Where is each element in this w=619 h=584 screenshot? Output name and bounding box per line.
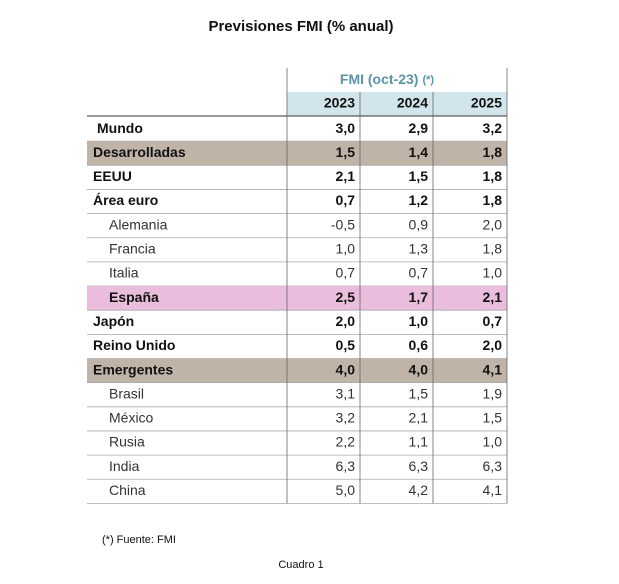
cell-value: 3,1 bbox=[336, 385, 356, 401]
row-label: India bbox=[109, 458, 140, 474]
cell-value: 1,2 bbox=[409, 192, 429, 208]
cell-value: 6,3 bbox=[409, 458, 429, 474]
row-label: Brasil bbox=[109, 385, 144, 401]
cell-value: 0,5 bbox=[336, 337, 356, 353]
cell-value: 1,0 bbox=[409, 313, 429, 329]
cell-value: 4,0 bbox=[336, 361, 356, 377]
cell-value: 2,0 bbox=[483, 216, 503, 232]
row-label: Reino Unido bbox=[93, 337, 175, 353]
row-label: Área euro bbox=[93, 192, 158, 208]
cell-value: 1,8 bbox=[483, 168, 503, 184]
cell-value: 1,8 bbox=[483, 144, 503, 160]
row-label: Rusia bbox=[109, 434, 145, 450]
cell-value: 0,7 bbox=[483, 313, 503, 329]
cell-value: 1,5 bbox=[409, 168, 429, 184]
cell-value: 6,3 bbox=[483, 458, 503, 474]
row-label: China bbox=[109, 482, 146, 498]
cell-value: 1,3 bbox=[409, 241, 429, 257]
cell-value: 3,2 bbox=[483, 120, 503, 136]
cell-value: 2,0 bbox=[483, 337, 503, 353]
column-header: 2024 bbox=[397, 95, 428, 111]
cell-value: 0,6 bbox=[409, 337, 429, 353]
column-header: 2025 bbox=[471, 95, 502, 111]
cell-value: 3,0 bbox=[336, 120, 356, 136]
cell-value: 0,7 bbox=[336, 192, 356, 208]
table-body: 2023 2024 2025 Mundo 3,0 2,9 3,2 Desarrolladas 1… bbox=[93, 95, 502, 498]
cell-value: 4,1 bbox=[483, 361, 503, 377]
cell-value: 2,1 bbox=[483, 289, 503, 305]
cell-value: 3,2 bbox=[336, 410, 356, 426]
caption: Cuadro 1 bbox=[278, 559, 323, 571]
cell-value: 1,5 bbox=[336, 144, 356, 160]
cell-value: 0,7 bbox=[409, 265, 429, 281]
group-note: (*) bbox=[422, 74, 434, 86]
group-header: FMI (oct-23) (*) bbox=[340, 71, 435, 87]
row-label: Japón bbox=[93, 313, 134, 329]
cell-value: 1,0 bbox=[483, 265, 503, 281]
cell-value: 1,4 bbox=[409, 144, 429, 160]
row-label: EEUU bbox=[93, 168, 132, 184]
column-header: 2023 bbox=[324, 95, 355, 111]
cell-value: 2,0 bbox=[336, 313, 356, 329]
cell-value: 0,7 bbox=[336, 265, 356, 281]
cell-value: 2,9 bbox=[409, 120, 429, 136]
cell-value: 0,9 bbox=[409, 216, 429, 232]
row-highlight bbox=[87, 286, 507, 311]
year-header-bg bbox=[287, 92, 507, 116]
cell-value: 1,0 bbox=[483, 434, 503, 450]
row-highlight bbox=[87, 358, 507, 383]
row-label: Desarrolladas bbox=[93, 144, 186, 160]
cell-value: 2,1 bbox=[336, 168, 356, 184]
cell-value: 4,0 bbox=[409, 361, 429, 377]
row-label: España bbox=[109, 289, 159, 305]
row-label: Francia bbox=[109, 241, 156, 257]
cell-value: 2,5 bbox=[336, 289, 356, 305]
cell-value: 1,8 bbox=[483, 241, 503, 257]
cell-value: 1,0 bbox=[336, 241, 356, 257]
cell-value: -0,5 bbox=[331, 216, 355, 232]
cell-value: 1,5 bbox=[483, 410, 503, 426]
cell-value: 6,3 bbox=[336, 458, 356, 474]
row-highlight bbox=[87, 141, 507, 166]
title: Previsiones FMI (% anual) bbox=[208, 18, 393, 35]
cell-value: 4,2 bbox=[409, 482, 429, 498]
cell-value: 2,2 bbox=[336, 434, 356, 450]
row-label: Emergentes bbox=[93, 361, 173, 377]
row-label: Alemania bbox=[109, 216, 168, 232]
cell-value: 4,1 bbox=[483, 482, 503, 498]
cell-value: 1,9 bbox=[483, 385, 503, 401]
cell-value: 1,8 bbox=[483, 192, 503, 208]
table-grid bbox=[87, 68, 508, 504]
cell-value: 1,7 bbox=[409, 289, 429, 305]
row-label: Italia bbox=[109, 265, 139, 281]
cell-value: 2,1 bbox=[409, 410, 429, 426]
footnote: (*) Fuente: FMI bbox=[102, 534, 176, 546]
row-label: México bbox=[109, 410, 154, 426]
row-label: Mundo bbox=[97, 120, 143, 136]
group-header-text: FMI (oct-23) bbox=[340, 71, 419, 87]
cell-value: 1,5 bbox=[409, 385, 429, 401]
cell-value: 5,0 bbox=[336, 482, 356, 498]
cell-value: 1,1 bbox=[409, 434, 429, 450]
